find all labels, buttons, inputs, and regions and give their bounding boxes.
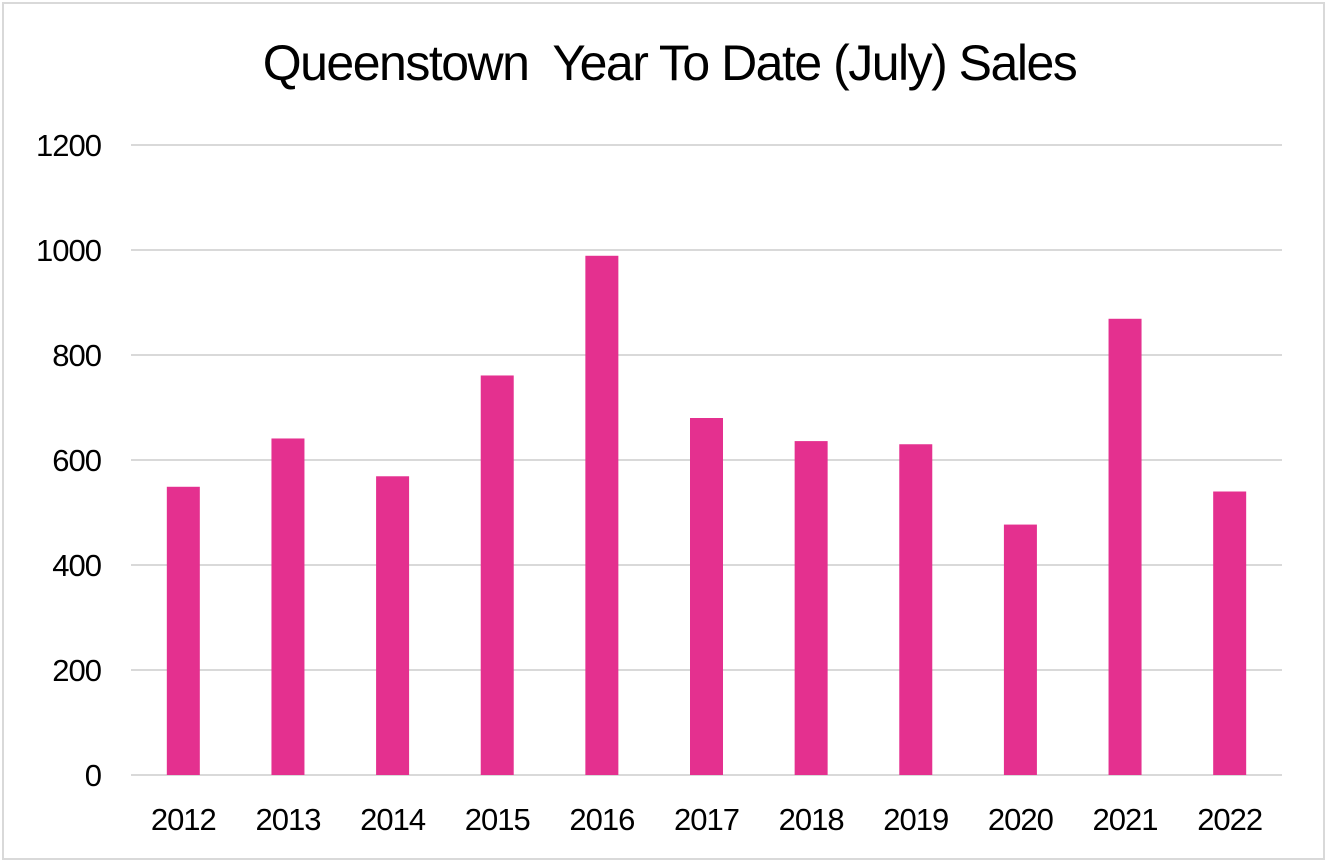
x-tick-label: 2016 [569,802,634,837]
x-tick-label: 2018 [779,802,844,837]
x-tick-label: 2015 [465,802,530,837]
y-tick-label: 800 [52,338,101,373]
y-axis-tick-labels: 0 200 400 600 800 1000 1200 [36,128,103,793]
x-tick-label: 2021 [1093,802,1158,837]
bar-2014 [376,476,410,775]
bar-2018 [794,441,828,775]
bar-2013 [271,438,305,775]
bars [166,255,1247,775]
bar-2022 [1213,491,1247,775]
bar-2021 [1108,318,1142,775]
bar-2016 [585,255,619,775]
bar-2019 [899,444,933,775]
x-tick-label: 2014 [360,802,426,837]
y-tick-label: 600 [52,443,101,478]
y-tick-label: 200 [52,653,101,688]
y-tick-label: 0 [85,758,102,793]
x-tick-label: 2012 [151,802,216,837]
x-tick-label: 2022 [1197,802,1262,837]
bar-2020 [1003,524,1037,775]
x-tick-label: 2019 [883,802,948,837]
bar-2012 [166,486,200,775]
y-tick-label: 1000 [36,233,102,268]
y-tick-label: 1200 [36,128,102,163]
x-axis-tick-labels: 2012 2013 2014 2015 2016 2017 2018 2019 2020 2021… [151,802,1263,837]
x-tick-label: 2020 [988,802,1054,837]
bar-2015 [480,375,514,775]
chart-title: Queenstown Year To Date (July) Sales [262,35,1078,91]
y-tick-label: 400 [52,548,101,583]
x-tick-label: 2017 [674,802,739,837]
x-tick-label: 2013 [255,802,320,837]
bar-2017 [690,418,723,775]
